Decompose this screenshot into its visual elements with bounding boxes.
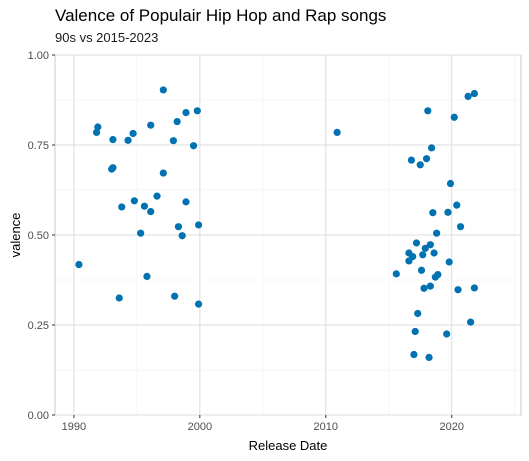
data-point (153, 192, 161, 200)
data-point (419, 251, 427, 259)
data-point (171, 292, 179, 300)
y-tick-label: 0.75 (28, 140, 49, 152)
data-point (470, 89, 478, 98)
data-point (140, 202, 149, 210)
data-point (411, 327, 419, 336)
data-point (426, 282, 434, 290)
data-point (143, 272, 151, 280)
data-point (427, 144, 436, 152)
y-tick-label: 1.00 (28, 50, 49, 62)
data-point (412, 239, 421, 247)
data-point (464, 92, 472, 100)
data-point (446, 179, 455, 188)
data-point (169, 137, 177, 145)
data-point (182, 109, 190, 117)
data-point (416, 161, 424, 169)
data-point (430, 249, 438, 257)
x-tick-label: 2020 (439, 421, 463, 433)
data-point (445, 258, 453, 266)
data-point (118, 203, 126, 211)
data-point (429, 209, 437, 217)
data-point (453, 201, 461, 209)
data-point (75, 260, 83, 269)
data-point (467, 318, 475, 326)
data-point (450, 113, 458, 121)
data-point (456, 223, 465, 231)
data-point (194, 300, 203, 308)
data-point (130, 197, 138, 205)
data-point (124, 136, 132, 144)
x-axis-title: Release Date (249, 438, 328, 453)
y-tick-label: 0.25 (28, 320, 49, 332)
data-point (392, 270, 400, 278)
x-tick-label: 2000 (188, 421, 212, 433)
data-point (174, 223, 183, 231)
chart-title: Valence of Populair Hip Hop and Rap song… (55, 6, 387, 25)
data-point (425, 353, 433, 361)
data-point (115, 294, 123, 302)
data-point (444, 208, 452, 216)
data-point (409, 253, 417, 261)
data-point (422, 155, 431, 163)
data-point (443, 330, 451, 338)
data-point (454, 286, 462, 294)
data-point (159, 86, 167, 94)
data-point (94, 123, 102, 131)
data-point (426, 241, 434, 249)
data-point (434, 271, 442, 279)
data-point (182, 198, 190, 206)
y-tick-label: 0.50 (28, 230, 49, 242)
data-point (109, 136, 117, 144)
data-point (137, 229, 145, 237)
y-axis-title: valence (8, 213, 23, 258)
data-point (173, 118, 181, 126)
chart-subtitle: 90s vs 2015-2023 (55, 30, 159, 45)
x-tick-label: 2010 (314, 421, 338, 433)
data-point (194, 221, 203, 229)
data-point (410, 350, 418, 359)
data-point (421, 244, 429, 252)
data-point (424, 107, 432, 115)
data-point (129, 129, 137, 138)
y-tick-label: 0.00 (28, 410, 49, 422)
data-point (417, 266, 426, 274)
x-tick-label: 1990 (62, 421, 86, 433)
data-point (109, 164, 117, 172)
data-point (147, 121, 155, 129)
data-point (147, 208, 155, 216)
data-point (189, 142, 198, 150)
data-point (159, 169, 167, 177)
data-point (407, 156, 416, 164)
data-point (420, 284, 428, 292)
data-point (333, 128, 341, 136)
data-point (414, 309, 422, 318)
data-point (92, 128, 101, 136)
data-point (193, 107, 201, 115)
data-point (178, 232, 186, 240)
data-point (433, 229, 441, 237)
data-point (470, 284, 478, 292)
